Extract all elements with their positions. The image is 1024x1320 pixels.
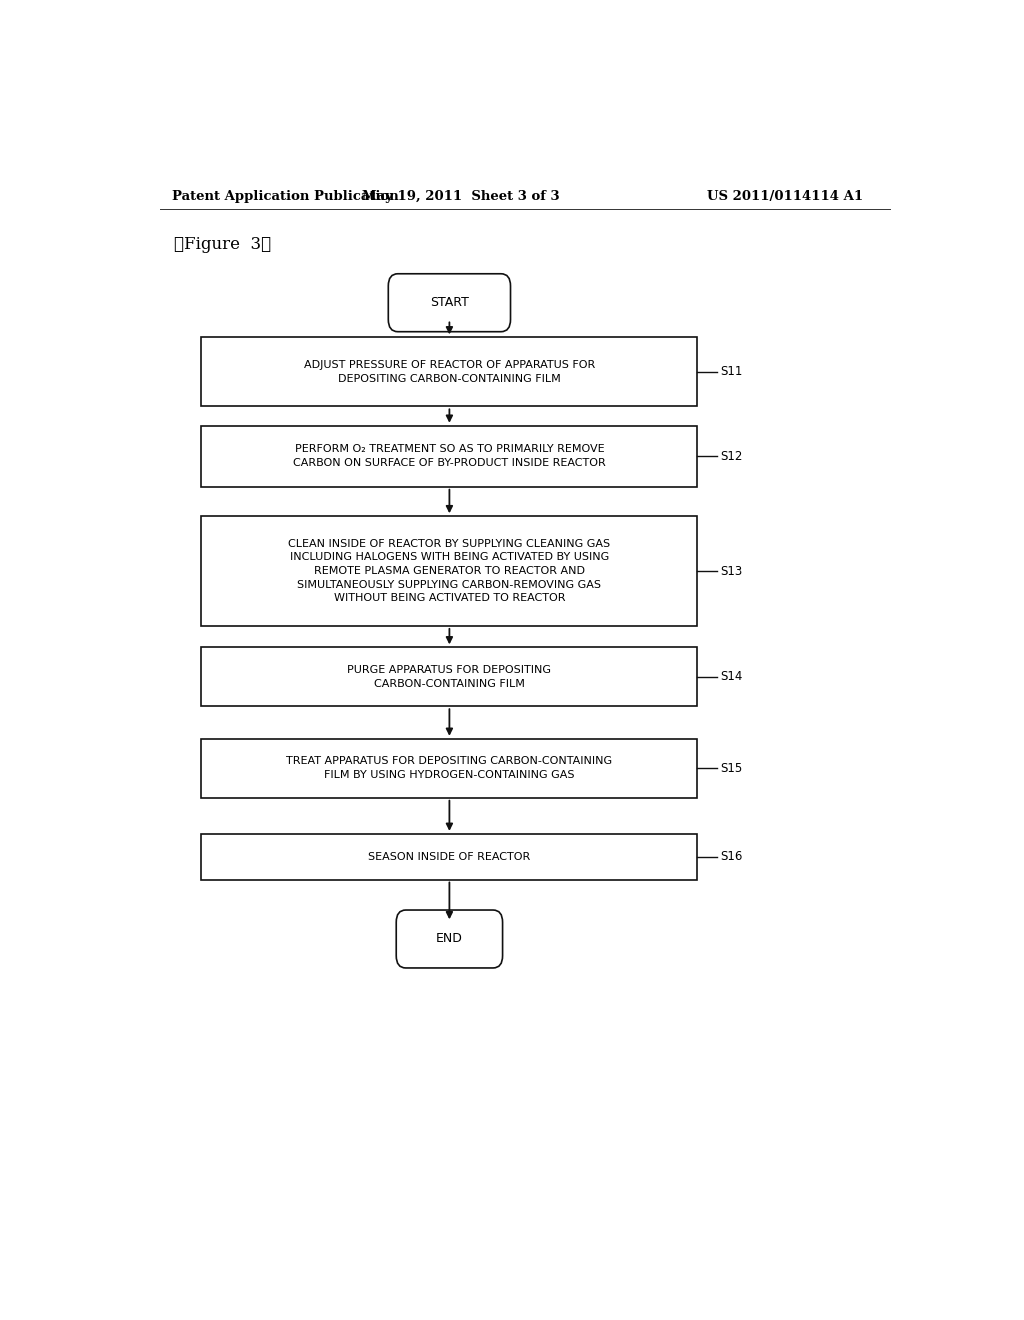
FancyBboxPatch shape (388, 273, 511, 331)
Text: PERFORM O₂ TREATMENT SO AS TO PRIMARILY REMOVE
CARBON ON SURFACE OF BY-PRODUCT I: PERFORM O₂ TREATMENT SO AS TO PRIMARILY … (293, 445, 606, 469)
Text: CLEAN INSIDE OF REACTOR BY SUPPLYING CLEANING GAS
INCLUDING HALOGENS WITH BEING : CLEAN INSIDE OF REACTOR BY SUPPLYING CLE… (289, 539, 610, 603)
Text: S16: S16 (721, 850, 742, 863)
Text: START: START (430, 296, 469, 309)
Text: 【Figure  3】: 【Figure 3】 (174, 236, 271, 253)
FancyBboxPatch shape (202, 338, 697, 407)
Text: SEASON INSIDE OF REACTOR: SEASON INSIDE OF REACTOR (369, 851, 530, 862)
Text: ADJUST PRESSURE OF REACTOR OF APPARATUS FOR
DEPOSITING CARBON-CONTAINING FILM: ADJUST PRESSURE OF REACTOR OF APPARATUS … (304, 360, 595, 384)
Text: TREAT APPARATUS FOR DEPOSITING CARBON-CONTAINING
FILM BY USING HYDROGEN-CONTAINI: TREAT APPARATUS FOR DEPOSITING CARBON-CO… (287, 756, 612, 780)
Text: S13: S13 (721, 565, 742, 578)
Text: END: END (436, 932, 463, 945)
Text: May 19, 2011  Sheet 3 of 3: May 19, 2011 Sheet 3 of 3 (362, 190, 560, 202)
Text: S12: S12 (721, 450, 742, 463)
FancyBboxPatch shape (202, 516, 697, 626)
FancyBboxPatch shape (202, 426, 697, 487)
Text: US 2011/0114114 A1: US 2011/0114114 A1 (708, 190, 863, 202)
FancyBboxPatch shape (396, 909, 503, 968)
FancyBboxPatch shape (202, 739, 697, 797)
Text: PURGE APPARATUS FOR DEPOSITING
CARBON-CONTAINING FILM: PURGE APPARATUS FOR DEPOSITING CARBON-CO… (347, 665, 551, 689)
Text: S11: S11 (721, 366, 742, 379)
Text: S15: S15 (721, 762, 742, 775)
FancyBboxPatch shape (202, 834, 697, 879)
FancyBboxPatch shape (202, 647, 697, 706)
Text: S14: S14 (721, 671, 742, 684)
Text: Patent Application Publication: Patent Application Publication (172, 190, 398, 202)
